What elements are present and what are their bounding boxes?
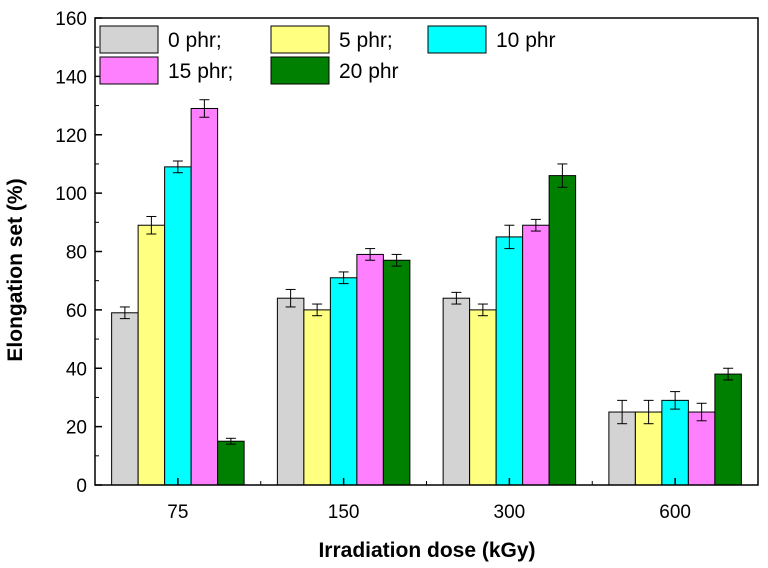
bar-300-15phr — [522, 224, 550, 486]
bar-150-5phr — [303, 309, 331, 486]
legend-label: 10 phr — [496, 29, 556, 52]
bar-150-0phr — [276, 297, 305, 486]
x-tick-label: 300 — [494, 502, 526, 523]
bar-300-0phr — [442, 297, 471, 486]
bar-150-20phr — [382, 259, 411, 486]
bar-600-20phr — [714, 373, 742, 486]
bar-150-15phr — [356, 253, 384, 486]
legend-label: 15 phr; — [168, 60, 233, 83]
legend-swatch — [99, 56, 159, 85]
bar-75-5phr — [137, 224, 166, 486]
legend-swatch — [270, 56, 330, 85]
y-tick-label: 120 — [55, 126, 87, 147]
bar-300-10phr — [495, 236, 524, 486]
y-tick-label: 20 — [66, 418, 87, 439]
x-tick-label: 150 — [328, 502, 360, 523]
bar-600-15phr — [687, 411, 716, 486]
legend-swatch — [270, 25, 330, 54]
bar-600-10phr — [661, 399, 689, 486]
bar-75-20phr — [217, 440, 245, 486]
y-tick-label: 60 — [66, 301, 87, 322]
y-tick-label: 140 — [55, 67, 87, 88]
bar-300-5phr — [469, 309, 497, 486]
bar-300-20phr — [548, 175, 577, 486]
y-tick-label: 80 — [66, 243, 87, 264]
y-tick-label: 100 — [55, 184, 87, 205]
bars-layer — [111, 99, 742, 486]
bar-150-10phr — [329, 277, 358, 486]
legend-label: 5 phr; — [339, 29, 393, 52]
y-tick-label: 160 — [55, 9, 87, 30]
legend-swatch — [99, 25, 159, 54]
y-tick-label: 40 — [66, 359, 87, 380]
legend-swatch — [427, 25, 487, 54]
y-axis-title: Elongation set (%) — [4, 178, 27, 361]
axes-layer: 0 20 40 60 80 100 120 140 160 75 150 300 600 — [55, 9, 759, 523]
bar-75-0phr — [111, 312, 139, 486]
bar-75-15phr — [190, 107, 219, 486]
y-tick-label: 0 — [76, 476, 87, 497]
legend-label: 20 phr — [339, 60, 399, 83]
bar-75-10phr — [164, 166, 192, 486]
legend-label: 0 phr; — [168, 29, 222, 52]
legend: 0 phr; 5 phr; 10 phr 15 phr; 20 phr — [99, 25, 556, 85]
x-tick-label: 600 — [659, 502, 691, 523]
x-tick-label: 75 — [167, 502, 188, 523]
x-axis-title: Irradiation dose (kGy) — [318, 539, 535, 562]
